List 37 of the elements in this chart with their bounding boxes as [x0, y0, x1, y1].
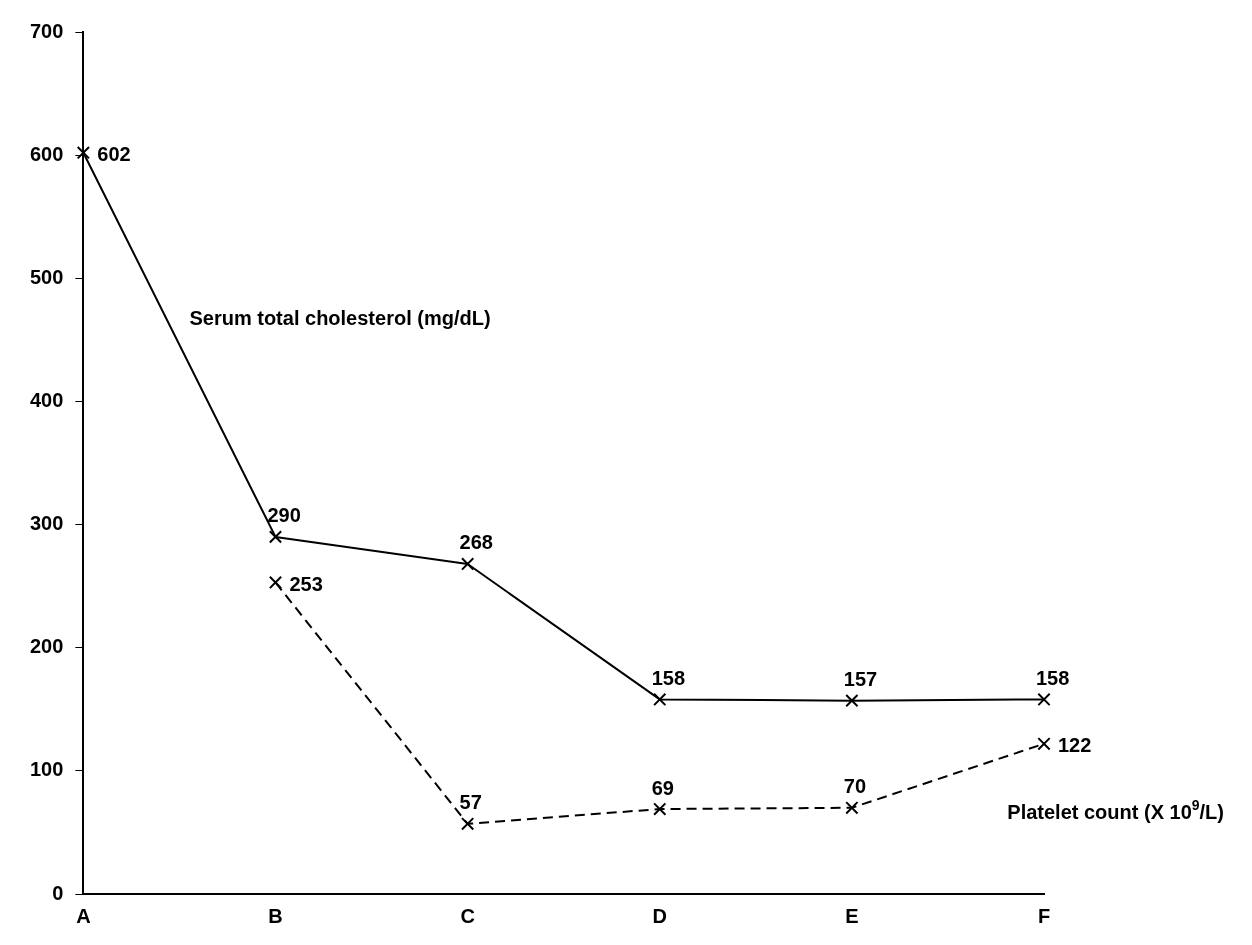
point	[653, 692, 667, 707]
x-tick-label: B	[268, 904, 283, 927]
point	[268, 530, 283, 544]
point	[1037, 692, 1051, 707]
point	[460, 557, 475, 571]
data-label: 69	[651, 776, 674, 799]
y-tick-label: 300	[29, 512, 64, 535]
x-tick-label: F	[1037, 904, 1051, 927]
y-tick-label: 400	[29, 388, 64, 411]
data-label: 158	[651, 666, 686, 689]
y-tick-label: 600	[29, 142, 64, 165]
y-tick-label: 200	[29, 635, 64, 658]
data-label: 158	[1036, 666, 1070, 689]
series-label: Serum total cholesterol (mg/dL)	[189, 307, 491, 330]
data-label: 57	[459, 791, 482, 814]
y-tick-label: 100	[29, 758, 64, 781]
data-label: 602	[97, 143, 131, 166]
point	[845, 694, 859, 708]
data-label: 268	[459, 531, 493, 554]
data-label: 253	[289, 572, 323, 595]
point	[460, 817, 475, 831]
x-tick-label: A	[76, 904, 91, 927]
point	[653, 802, 667, 816]
point	[1037, 737, 1051, 751]
y-tick-label: 700	[29, 19, 64, 42]
point	[845, 801, 859, 815]
y-tick-label: 500	[29, 265, 64, 288]
x-tick-label: C	[460, 904, 475, 927]
data-label: 122	[1058, 734, 1092, 757]
point	[268, 575, 283, 590]
data-label: 290	[267, 504, 301, 527]
data-label: 70	[843, 775, 867, 798]
x-tick-label: D	[652, 904, 667, 927]
x-tick-label: E	[845, 904, 859, 927]
y-tick-label: 0	[52, 881, 64, 904]
point	[76, 146, 91, 160]
data-label: 157	[843, 668, 878, 691]
